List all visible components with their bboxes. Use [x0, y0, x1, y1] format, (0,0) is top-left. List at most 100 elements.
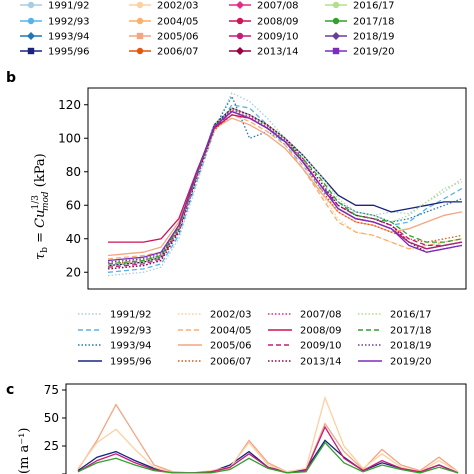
panel-b-series-line	[107, 117, 463, 257]
legend-top-label: 2018/19	[353, 32, 395, 43]
legend-middle-item: 2019/20	[358, 357, 432, 368]
legend-top-item: 2008/09	[229, 17, 299, 28]
legend-top-marker	[332, 1, 340, 9]
legend-middle-label: 2013/14	[300, 357, 342, 368]
legend-top-item: 2018/19	[325, 32, 395, 43]
legend-top-label: 2006/07	[157, 47, 199, 58]
legend-middle-label: 1991/92	[110, 310, 152, 321]
legend-top-item: 2002/03	[129, 1, 199, 12]
legend-top-marker	[236, 17, 244, 25]
legend-middle-label: 2009/10	[300, 341, 342, 352]
panel-b-ytick-label: 20	[66, 265, 81, 279]
panel-c-ytick-label: 25	[44, 439, 59, 453]
legend-middle-label: 2008/09	[300, 326, 342, 337]
legend-top-label: 1995/96	[48, 47, 90, 58]
legend-top-label: 2004/05	[157, 17, 199, 28]
panel-b-series-line	[107, 114, 463, 260]
legend-top-item: 2019/20	[325, 47, 395, 58]
legend-top-item: 2009/10	[229, 32, 299, 43]
legend-top-marker	[27, 17, 35, 25]
legend-top-marker	[136, 32, 144, 40]
legend-top-marker	[136, 47, 144, 55]
legend-top-item: 2013/14	[229, 47, 299, 58]
legend-middle-label: 1992/93	[110, 326, 152, 337]
panel-b-letter: b	[6, 70, 16, 86]
panel-b-series-line	[107, 110, 463, 263]
panel-c-yaxis: 25 50 75	[44, 383, 66, 474]
legend-top-item: 2005/06	[129, 32, 199, 43]
panel-b-ytick-label: 100	[58, 131, 81, 145]
legend-top-label: 2007/08	[257, 1, 299, 12]
legend-middle-item: 2007/08	[268, 310, 342, 321]
legend-middle-label: 2018/19	[390, 341, 432, 352]
legend-middle-label: 1995/96	[110, 357, 152, 368]
panel-b-series-line	[107, 107, 463, 267]
panel-c-ytick-label: 75	[44, 383, 59, 397]
legend-middle-label: 2007/08	[300, 310, 342, 321]
legend-top-marker	[27, 1, 35, 9]
panel-b-yaxis: 20 40 60 80 100 120	[58, 98, 88, 279]
panel-c-ytick-label: 50	[44, 411, 59, 425]
panel-b-ytick-label: 80	[66, 165, 81, 179]
panel-c-series-line	[77, 403, 459, 474]
panel-b-series-line	[107, 109, 463, 267]
legend-middle-label: 2005/06	[210, 341, 252, 352]
legend-middle-item: 2017/18	[358, 326, 432, 337]
legend-middle-label: 2016/17	[390, 310, 432, 321]
legend-top-marker	[136, 17, 144, 25]
legend-middle-label: 2006/07	[210, 357, 252, 368]
panel-b-series-line	[107, 110, 463, 262]
legend-top-label: 2016/17	[353, 1, 395, 12]
legend-top-item: 1991/92	[20, 1, 90, 12]
panel-b-series-line	[107, 110, 463, 263]
legend-middle-item: 2004/05	[178, 326, 252, 337]
panel-c-series-line	[77, 425, 459, 474]
panel-b-series-line	[107, 110, 463, 268]
legend-middle-item: 1991/92	[78, 310, 152, 321]
legend-top-label: 2005/06	[157, 32, 199, 43]
legend-middle-item: 2008/09	[268, 326, 342, 337]
panel-c-frame-path	[65, 383, 467, 474]
legend-top-item: 2006/07	[129, 47, 199, 58]
panel-b-ytick-label: 60	[66, 198, 81, 212]
legend-middle-item: 2013/14	[268, 357, 342, 368]
legend-middle-item: 1993/94	[78, 341, 152, 352]
legend-top-label: 2002/03	[157, 1, 199, 12]
legend-middle-item: 2018/19	[358, 341, 432, 352]
legend-top-label: 1993/94	[48, 32, 90, 43]
panel-b-series-line	[107, 107, 463, 270]
legend-top-marker	[136, 1, 144, 9]
legend-top-marker	[332, 47, 340, 55]
legend-top-marker	[236, 32, 244, 40]
panel-c-plot-area	[77, 395, 459, 474]
legend-top-item: 1992/93	[20, 17, 90, 28]
legend-top-marker	[27, 32, 35, 40]
legend-middle-item: 2009/10	[268, 341, 342, 352]
panel-c-series-line	[77, 395, 459, 474]
legend-top-marker	[27, 47, 35, 55]
legend-middle-label: 2002/03	[210, 310, 252, 321]
legend-top-label: 2013/14	[257, 47, 299, 58]
legend-middle-label: 2017/18	[390, 326, 432, 337]
legend-top-label: 2008/09	[257, 17, 299, 28]
legend-top-marker	[332, 32, 340, 40]
legend-top-label: 1991/92	[48, 1, 90, 12]
legend-middle-item: 2006/07	[178, 357, 252, 368]
legend-middle-label: 2019/20	[390, 357, 432, 368]
legend-middle-item: 2016/17	[358, 310, 432, 321]
panel-c-series-line	[77, 441, 459, 474]
legend-top-label: 2019/20	[353, 47, 395, 58]
panel-b-ylabel-text: τb = Cu1/3mod (kPa)	[31, 153, 51, 260]
panel-c-frame	[65, 383, 467, 474]
legend-top-marker	[236, 47, 244, 55]
panel-b-series-line	[107, 94, 463, 270]
legend-top-item: 1993/94	[20, 32, 90, 43]
legend-top-marker	[236, 1, 244, 9]
panel-c-letter: c	[6, 382, 14, 398]
panel-b-ytick-label: 120	[58, 98, 81, 112]
legend-top-marker	[332, 17, 340, 25]
legend-middle: 1991/92 1992/93 1993/94 1995/96 2002/03 2004/…	[78, 310, 432, 368]
legend-middle-label: 2004/05	[210, 326, 252, 337]
legend-top-item: 2004/05	[129, 17, 199, 28]
